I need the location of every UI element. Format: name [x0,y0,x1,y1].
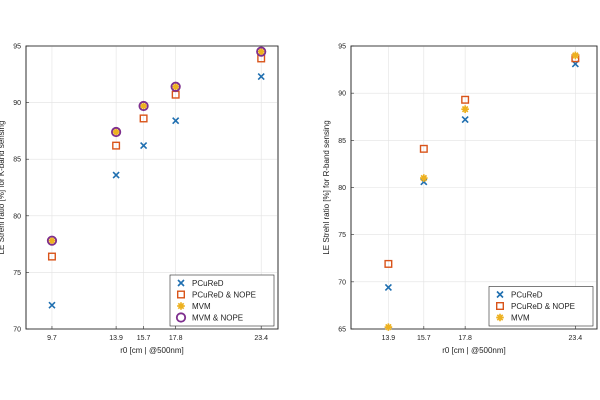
legend-entry: PCuReD & NOPE [192,291,256,300]
x-tick-label: 23.4 [569,335,583,342]
data-point [384,283,392,292]
x-tick-label: 17.8 [169,335,183,342]
data-point [111,126,122,138]
x-axis-label: r0 [cm | @500nm] [120,346,184,355]
data-point [46,235,58,246]
data-point [139,102,148,110]
y-tick-label: 80 [13,213,21,220]
y-tick-label: 90 [13,100,21,107]
x-tick-label: 13.9 [382,335,396,342]
legend-entry: MVM [192,302,211,311]
data-point [461,116,469,124]
legend-entry: PCuReD & NOPE [511,302,575,311]
y-tick-label: 70 [13,327,21,334]
x-tick-label: 15.7 [417,335,431,342]
y-tick-label: 75 [13,270,21,277]
series-pcured-nope [384,54,580,268]
y-tick-label: 80 [338,185,346,192]
plot-frame [25,45,279,330]
data-point [256,46,267,57]
series-mvm-nope [46,46,267,246]
data-point [172,117,180,125]
x-axis-label: r0 [cm | @500nm] [442,346,506,355]
legend-marker [175,312,187,323]
data-point [140,142,148,150]
x-tick-label: 9.7 [47,335,57,342]
data-point [420,174,428,182]
series-mvm [48,47,265,245]
data-point [571,51,580,60]
data-point [48,301,56,309]
data-point [384,323,393,331]
y-tick-label: 85 [13,157,21,164]
y-tick-label: 90 [338,91,346,98]
y-tick-label: 95 [338,44,346,51]
data-point [170,81,181,92]
series-pcured [48,72,265,309]
data-point [138,100,149,112]
legend-entry: MVM & NOPE [192,314,243,323]
y-axis-label: LE Strehl ratio [%] for R-band sensing [322,120,331,254]
y-tick-label: 70 [338,279,346,286]
legend-marker [495,302,504,311]
data-point [112,171,120,179]
k-band-chart: 9.7 13.9 15.7 17.8 23.4 70 75 80 85 90 95 r0 [cm | … [0,0,300,400]
legend-marker [176,290,185,299]
y-tick-label: 75 [338,232,346,239]
legend-marker [496,290,504,299]
y-tick-label: 85 [338,138,346,145]
x-tick-label: 15.7 [137,335,151,342]
data-point [461,105,469,114]
data-point [257,47,265,56]
x-tick-label: 13.9 [109,335,123,342]
legend-entry: MVM [511,314,530,323]
x-tick-label: 23.4 [254,335,268,342]
data-point [257,72,265,81]
y-axis-label: LE Strehl ratio [%] for K-band sensing [0,121,6,255]
legend-entry: PCuReD [192,279,224,288]
plot-frame [350,45,598,330]
data-point [139,114,148,123]
data-point [112,141,121,150]
data-point [419,144,428,153]
legend-marker [177,302,185,310]
legend-box [488,286,594,327]
data-point [171,82,180,91]
legend-box [169,274,275,327]
series-mvm [384,51,580,331]
y-tick-label: 65 [338,327,346,334]
legend-entry: PCuReD [511,291,543,300]
data-point [48,236,56,245]
data-point [384,259,393,268]
x-tick-label: 17.8 [458,335,472,342]
legend-marker [496,313,504,322]
legend-marker [177,279,185,287]
data-point [47,252,56,261]
data-point [112,128,120,136]
y-tick-label: 95 [13,44,21,51]
data-point [461,95,470,104]
r-band-chart: 13.9 15.7 17.8 23.4 65 70 75 80 85 90 95 r0 [cm | @… [300,0,600,400]
